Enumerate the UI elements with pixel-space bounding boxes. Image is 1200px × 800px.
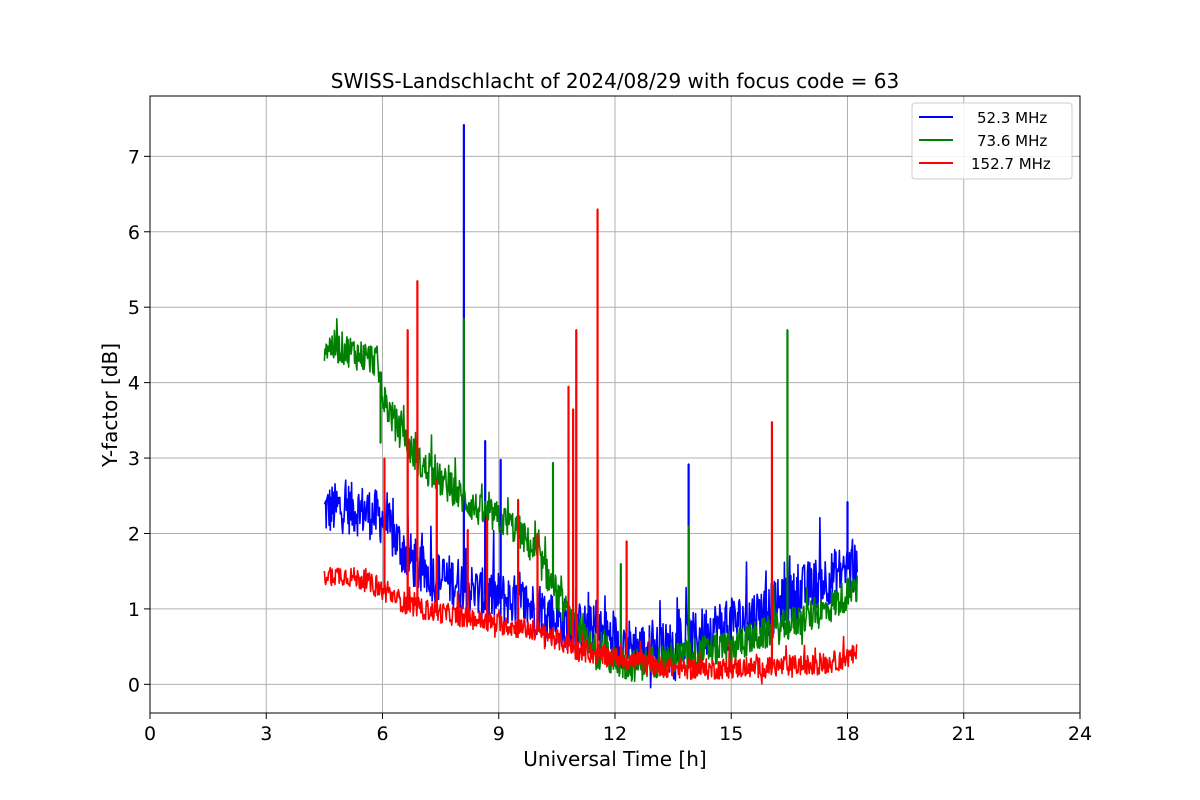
x-tick-label: 18 (835, 723, 859, 745)
x-tick-label: 9 (493, 723, 505, 745)
y-tick-label: 2 (128, 523, 140, 545)
y-tick-label: 5 (128, 297, 140, 319)
series-group (323, 123, 858, 689)
x-tick-label: 6 (376, 723, 388, 745)
legend-box (911, 102, 1073, 180)
x-axis: 0 3 6 9 12 15 18 21 24 (144, 713, 1092, 745)
x-axis-label: Universal Time [h] (523, 747, 706, 771)
y-tick-label: 3 (128, 448, 140, 470)
x-tick-label: 12 (603, 723, 627, 745)
y-tick-label: 1 (128, 599, 140, 621)
y-tick-label: 4 (128, 373, 140, 395)
x-tick-label: 3 (260, 723, 272, 745)
y-tick-label: 6 (128, 222, 140, 244)
chart-title: SWISS-Landschlacht of 2024/08/29 with fo… (331, 69, 899, 93)
legend-label-52mhz: 52.3 MHz (977, 109, 1047, 127)
series-line-0 (323, 123, 858, 689)
y-tick-label: 0 (128, 674, 140, 696)
y-axis: 0 1 2 3 4 5 6 7 (128, 146, 150, 696)
legend-label-152mhz: 152.7 MHz (971, 155, 1051, 173)
x-tick-label: 15 (719, 723, 743, 745)
series-line-2 (323, 208, 858, 685)
x-tick-label: 0 (144, 723, 156, 745)
legend: 52.3 MHz 73.6 MHz 152.7 MHz (911, 102, 1073, 180)
legend-label-73mhz: 73.6 MHz (977, 132, 1047, 150)
x-tick-label: 21 (952, 723, 976, 745)
y-axis-label: Y-factor [dB] (98, 343, 122, 468)
x-tick-label: 24 (1068, 723, 1092, 745)
y-tick-label: 7 (128, 146, 140, 168)
